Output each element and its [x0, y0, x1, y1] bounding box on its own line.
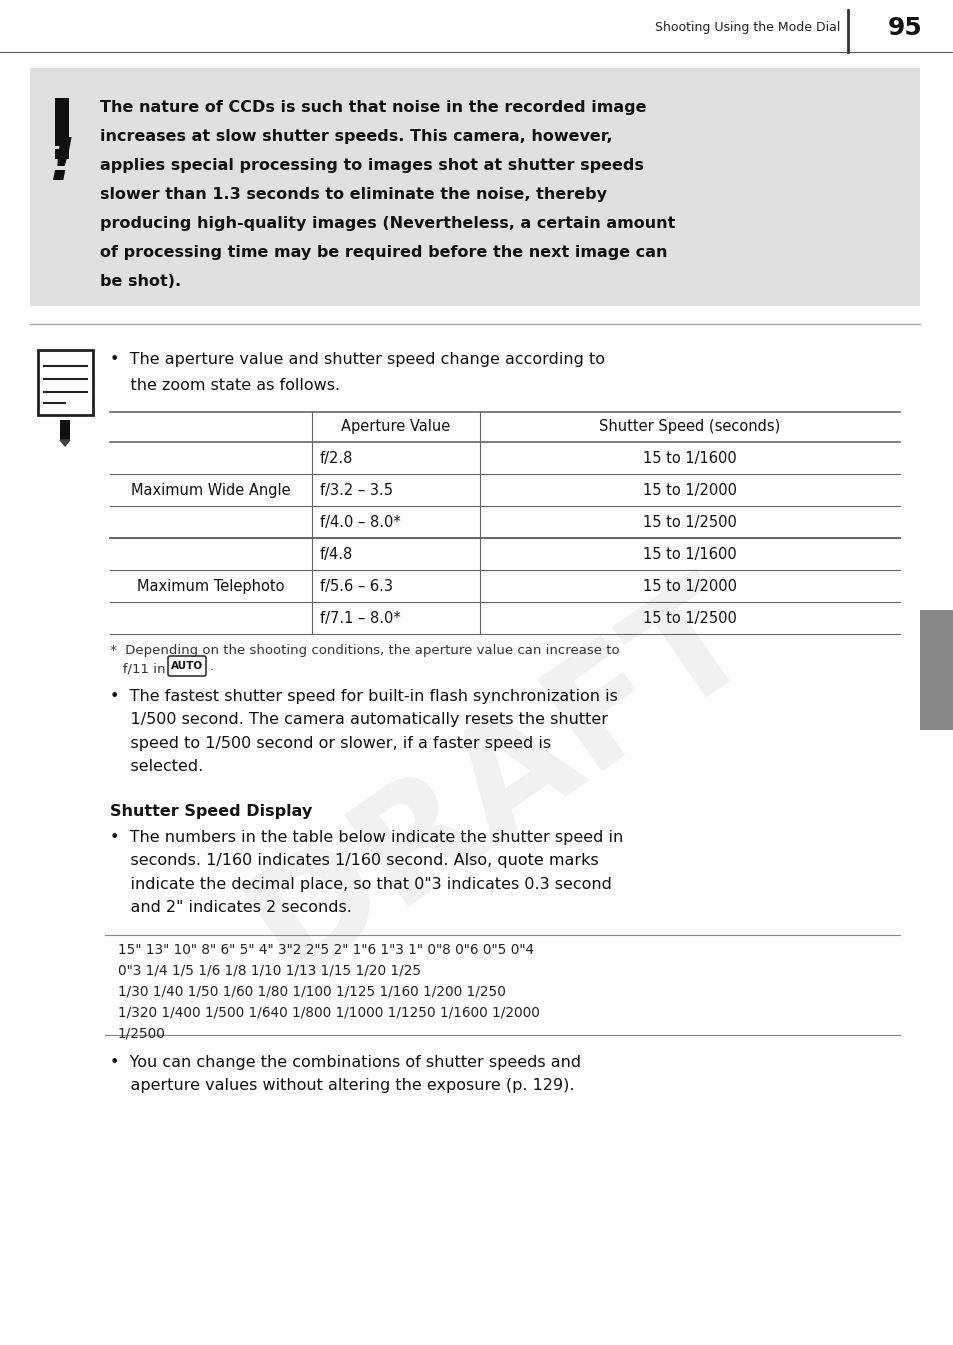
- Polygon shape: [60, 440, 70, 447]
- Text: •  The fastest shutter speed for built-in flash synchronization is
    1/500 sec: • The fastest shutter speed for built-in…: [110, 689, 618, 775]
- Bar: [30, 69, 919, 307]
- Bar: [55, 149, 69, 159]
- Text: slower than 1.3 seconds to eliminate the noise, thereby: slower than 1.3 seconds to eliminate the…: [100, 187, 606, 202]
- Text: producing high-quality images (Nevertheless, a certain amount: producing high-quality images (Neverthel…: [100, 217, 675, 231]
- Text: Shooting Using the Mode Dial: Shooting Using the Mode Dial: [654, 22, 840, 35]
- Bar: [55, 98, 69, 147]
- Text: f/4.0 – 8.0*: f/4.0 – 8.0*: [319, 515, 400, 530]
- Text: Shutter Speed (seconds): Shutter Speed (seconds): [598, 420, 780, 434]
- Text: 15 to 1/1600: 15 to 1/1600: [642, 451, 736, 465]
- Text: !: !: [49, 134, 75, 191]
- Text: applies special processing to images shot at shutter speeds: applies special processing to images sho…: [100, 157, 643, 174]
- Text: DRAFT: DRAFT: [223, 555, 776, 1005]
- Text: f/3.2 – 3.5: f/3.2 – 3.5: [319, 483, 393, 498]
- Text: AUTO: AUTO: [171, 660, 203, 671]
- Text: Maximum Wide Angle: Maximum Wide Angle: [132, 483, 291, 498]
- Text: •  You can change the combinations of shutter speeds and
    aperture values wit: • You can change the combinations of shu…: [110, 1054, 580, 1093]
- Text: 15" 13" 10" 8" 6" 5" 4" 3"2 2"5 2" 1"6 1"3 1" 0"8 0"6 0"5 0"4
0"3 1/4 1/5 1/6 1/: 15" 13" 10" 8" 6" 5" 4" 3"2 2"5 2" 1"6 1…: [118, 943, 539, 1040]
- Text: increases at slow shutter speeds. This camera, however,: increases at slow shutter speeds. This c…: [100, 129, 612, 144]
- Text: •  The aperture value and shutter speed change according to: • The aperture value and shutter speed c…: [110, 352, 604, 367]
- Bar: [38, 350, 92, 416]
- Text: f/7.1 – 8.0*: f/7.1 – 8.0*: [319, 611, 400, 625]
- Text: 15 to 1/1600: 15 to 1/1600: [642, 546, 736, 561]
- Text: f/5.6 – 6.3: f/5.6 – 6.3: [319, 578, 393, 593]
- Text: f/2.8: f/2.8: [319, 451, 353, 465]
- Text: 15 to 1/2500: 15 to 1/2500: [642, 611, 736, 625]
- Text: The nature of CCDs is such that noise in the recorded image: The nature of CCDs is such that noise in…: [100, 100, 646, 116]
- Text: Aperture Value: Aperture Value: [341, 420, 450, 434]
- Text: 95: 95: [886, 16, 922, 40]
- Text: f/11 in: f/11 in: [110, 662, 165, 675]
- Text: 15 to 1/2000: 15 to 1/2000: [642, 483, 737, 498]
- Text: •  The numbers in the table below indicate the shutter speed in
    seconds. 1/1: • The numbers in the table below indicat…: [110, 830, 622, 915]
- Text: 15 to 1/2000: 15 to 1/2000: [642, 578, 737, 593]
- Text: .: .: [210, 659, 213, 672]
- Bar: [919, 611, 953, 730]
- Text: the zoom state as follows.: the zoom state as follows.: [110, 378, 340, 393]
- Text: be shot).: be shot).: [100, 274, 181, 289]
- FancyBboxPatch shape: [60, 420, 70, 440]
- Text: 15 to 1/2500: 15 to 1/2500: [642, 515, 736, 530]
- Text: Shutter Speed Display: Shutter Speed Display: [110, 804, 312, 819]
- Text: of processing time may be required before the next image can: of processing time may be required befor…: [100, 245, 667, 260]
- Text: f/4.8: f/4.8: [319, 546, 353, 561]
- Text: *  Depending on the shooting conditions, the aperture value can increase to: * Depending on the shooting conditions, …: [110, 644, 619, 656]
- FancyBboxPatch shape: [168, 656, 206, 677]
- Text: Maximum Telephoto: Maximum Telephoto: [137, 578, 284, 593]
